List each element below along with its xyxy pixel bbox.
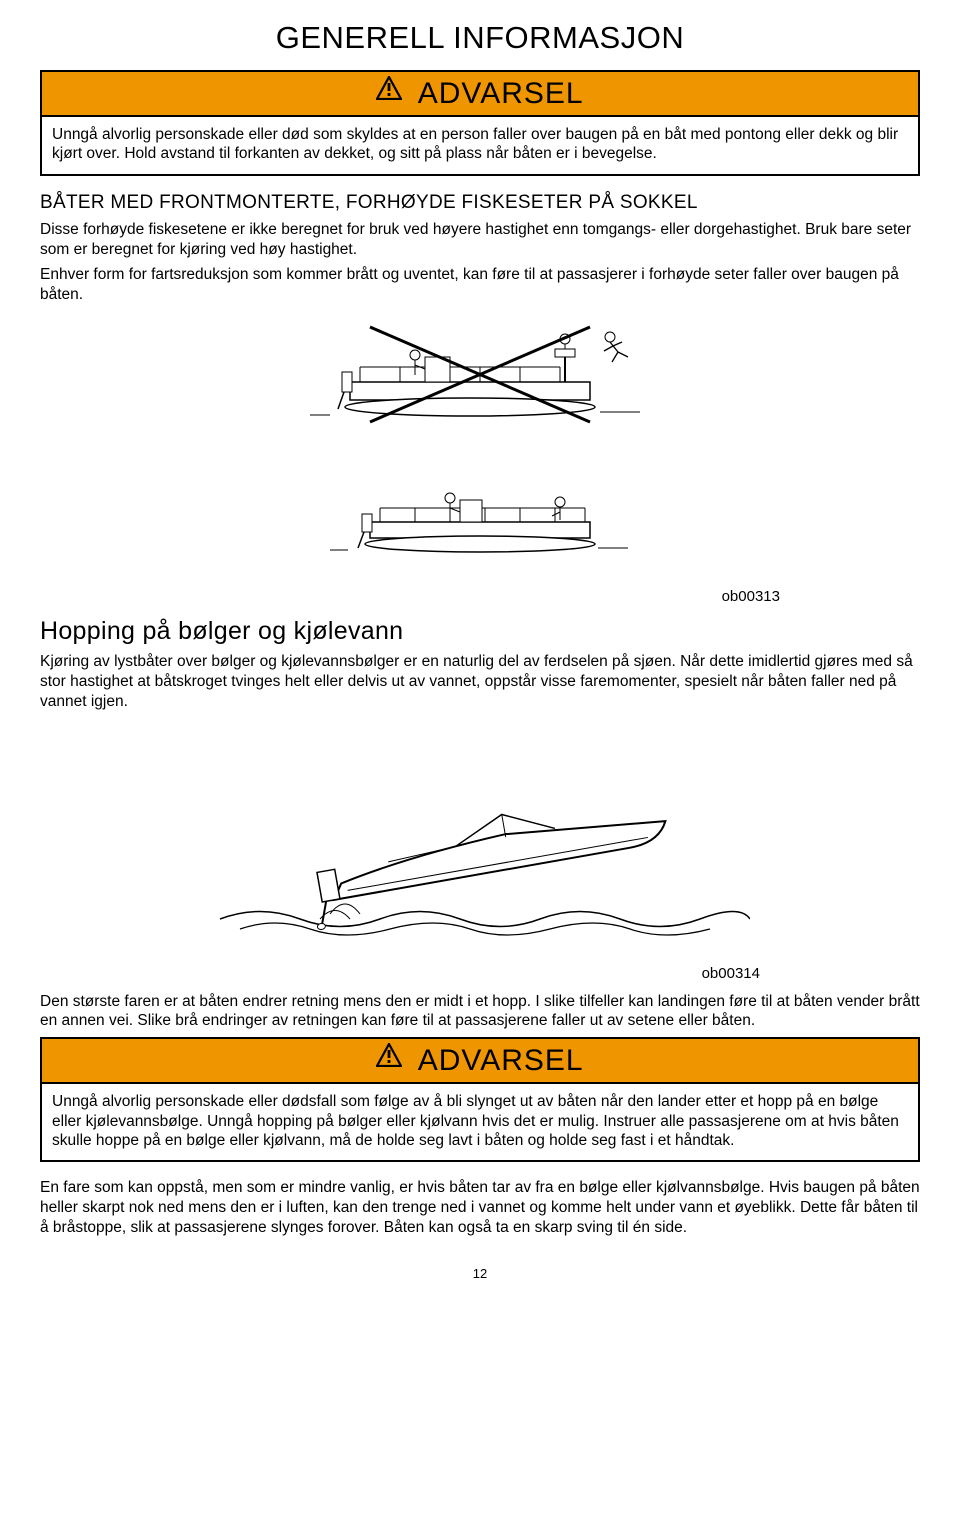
para-final: En fare som kan oppstå, men som er mindr… (40, 1178, 920, 1237)
warning-triangle-icon (376, 1041, 402, 1075)
figure-1-id: ob00313 (40, 588, 920, 605)
figure-2 (40, 724, 920, 959)
warning-label-1: ADVARSEL (418, 77, 584, 111)
warning-body-1: Unngå alvorlig personskade eller død som… (42, 117, 918, 174)
warning-label-2: ADVARSEL (418, 1044, 584, 1078)
page-title: GENERELL INFORMASJON (40, 20, 920, 56)
section2-p1: Kjøring av lystbåter over bølger og kjøl… (40, 652, 920, 711)
para-after-fig2: Den største faren er at båten endrer ret… (40, 992, 920, 1032)
page-number: 12 (40, 1266, 920, 1281)
figure-2-id: ob00314 (40, 965, 920, 982)
section2-heading: Hopping på bølger og kjølevann (40, 617, 920, 646)
warning-header-1: ADVARSEL (42, 72, 918, 117)
warning-body-2: Unngå alvorlig personskade eller dødsfal… (42, 1084, 918, 1160)
section1-p1: Disse forhøyde fiskesetene er ikke bereg… (40, 220, 920, 260)
figure-1 (40, 317, 920, 582)
section1-p2: Enhver form for fartsreduksjon som komme… (40, 265, 920, 305)
section1-heading: BÅTER MED FRONTMONTERTE, FORHØYDE FISKES… (40, 192, 920, 214)
warning-header-2: ADVARSEL (42, 1039, 918, 1084)
warning-triangle-icon (376, 74, 402, 108)
warning-box-1: ADVARSEL Unngå alvorlig personskade elle… (40, 70, 920, 176)
warning-box-2: ADVARSEL Unngå alvorlig personskade elle… (40, 1037, 920, 1162)
